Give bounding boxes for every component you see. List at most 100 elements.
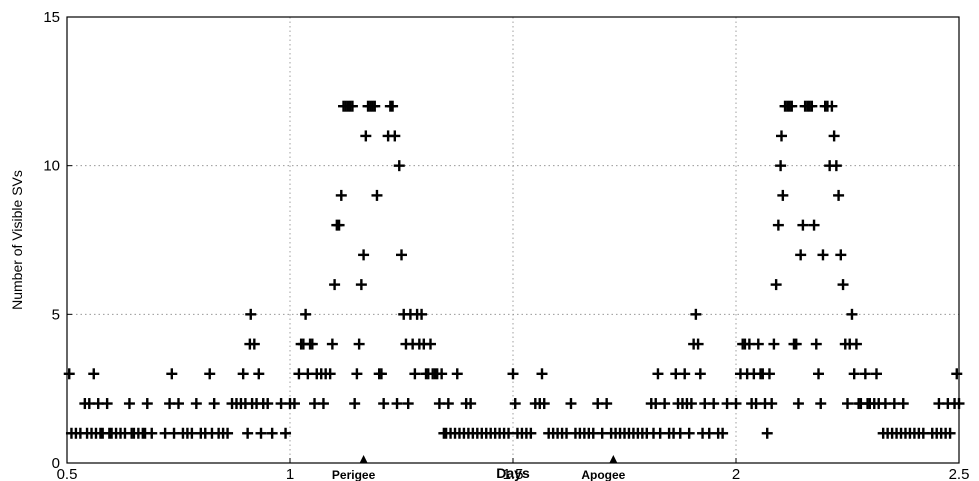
data-point: [358, 249, 370, 261]
data-point: [371, 189, 383, 201]
data-point: [166, 368, 178, 380]
data-point: [88, 368, 100, 380]
data-point: [817, 249, 829, 261]
data-point: [173, 398, 184, 410]
data-point: [850, 338, 862, 350]
y-tick-label: 0: [52, 455, 60, 472]
data-point: [451, 368, 463, 380]
data-point: [683, 427, 695, 439]
data-point: [848, 368, 860, 380]
annotation-marker: [609, 455, 618, 463]
y-tick-label: 5: [52, 306, 60, 323]
annotation-label: Apogee: [581, 468, 625, 481]
data-point: [830, 160, 842, 172]
data-point: [245, 308, 257, 320]
data-point: [775, 130, 787, 142]
data-point: [813, 368, 825, 380]
x-tick-label: 1: [286, 466, 294, 481]
axis-ticks: 0.5 1 1.5 2 2.5 0 5 10 15: [43, 9, 969, 481]
data-point: [402, 398, 414, 410]
data-point: [262, 398, 274, 410]
data-point: [692, 338, 704, 350]
y-tick-label: 10: [43, 158, 60, 175]
data-point: [63, 368, 75, 380]
y-axis-title: Number of Visible SVs: [9, 170, 25, 310]
data-point: [652, 368, 664, 380]
data-point: [190, 398, 202, 410]
data-point: [826, 100, 838, 112]
annotation-marker: [359, 455, 368, 463]
data-point: [601, 398, 613, 410]
data-point: [766, 398, 778, 410]
data-point: [897, 398, 909, 410]
data-point: [416, 308, 428, 320]
annotation-label: Perigee: [332, 468, 376, 481]
data-point: [717, 427, 729, 439]
data-point: [509, 398, 521, 410]
annotations: Perigee Apogee: [332, 455, 626, 481]
data-point: [768, 338, 780, 350]
data-point: [806, 100, 818, 112]
data-point: [326, 338, 338, 350]
data-point: [396, 249, 407, 261]
data-point: [846, 308, 858, 320]
data-point: [375, 368, 387, 380]
data-point: [536, 368, 548, 380]
data-point: [242, 427, 254, 439]
data-point: [465, 398, 477, 410]
data-point: [204, 368, 216, 380]
data-point: [679, 368, 691, 380]
data-point: [810, 338, 822, 350]
data-point: [436, 368, 448, 380]
x-tick-label: 1.5: [503, 466, 524, 481]
data-point: [255, 427, 267, 439]
data-point: [792, 398, 804, 410]
x-tick-label: 0.5: [57, 466, 78, 481]
data-point: [349, 398, 361, 410]
data-point: [708, 398, 720, 410]
data-point: [775, 160, 787, 172]
data-point: [690, 308, 702, 320]
data-point: [795, 249, 807, 261]
data-point: [842, 398, 853, 410]
annotation-perigee: Perigee: [332, 455, 376, 481]
data-point: [770, 279, 782, 291]
data-point: [951, 368, 963, 380]
data-points: [63, 100, 965, 439]
data-point: [777, 189, 789, 201]
data-point: [786, 100, 798, 112]
x-tick-label: 2: [732, 466, 740, 481]
annotation-apogee: Apogee: [581, 455, 626, 481]
data-point: [393, 160, 405, 172]
x-axis-title: Days: [496, 465, 530, 481]
data-point: [772, 219, 784, 231]
data-point: [833, 189, 845, 201]
data-point: [763, 368, 775, 380]
data-point: [391, 398, 403, 410]
data-point: [141, 398, 153, 410]
data-point: [324, 368, 336, 380]
data-point: [815, 398, 827, 410]
x-tick-label: 2.5: [949, 466, 970, 481]
data-point: [808, 219, 820, 231]
data-point: [659, 398, 671, 410]
data-point: [248, 338, 260, 350]
data-point: [346, 100, 358, 112]
data-point: [329, 279, 341, 291]
data-point: [306, 338, 318, 350]
data-point: [208, 398, 220, 410]
data-point: [360, 130, 372, 142]
data-point: [253, 368, 265, 380]
data-point: [288, 398, 300, 410]
data-point: [146, 427, 158, 439]
data-point: [442, 398, 454, 410]
data-point: [790, 338, 802, 350]
data-point: [335, 189, 347, 201]
data-point: [389, 130, 401, 142]
data-point: [944, 427, 956, 439]
data-point: [237, 368, 249, 380]
data-point: [525, 427, 537, 439]
data-point: [351, 368, 363, 380]
data-point: [353, 338, 365, 350]
